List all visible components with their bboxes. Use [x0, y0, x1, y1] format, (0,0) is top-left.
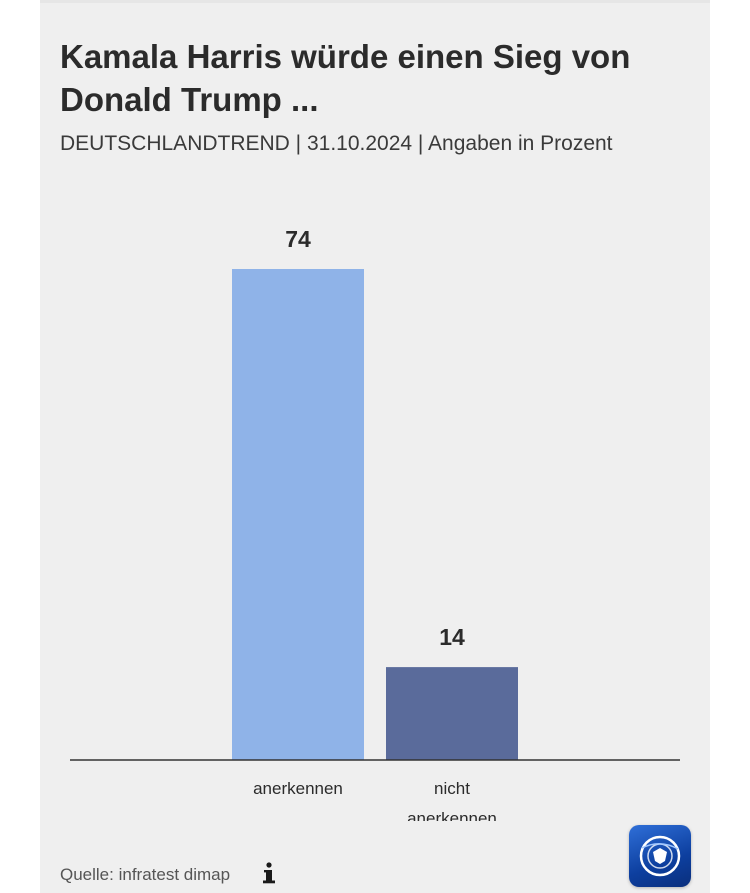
bar-value-label: 74 [285, 226, 311, 252]
tagesschau-logo [629, 825, 691, 887]
info-icon[interactable] [258, 861, 280, 885]
category-label: anerkennen [253, 779, 343, 798]
bar-value-label: 14 [439, 624, 465, 650]
bar-chart: 74 anerkennen 14 nicht anerkennen [40, 226, 710, 857]
category-label: nicht anerkennen [407, 779, 497, 828]
bar-1 [232, 269, 364, 760]
label-clip [40, 821, 710, 857]
bar-2 [386, 667, 518, 760]
card-top-edge [40, 0, 710, 3]
source-note: Quelle: infratest dimap [60, 865, 231, 884]
chart-card: Kamala Harris würde einen Sieg von Donal… [40, 3, 710, 893]
chart-title: Kamala Harris würde einen Sieg von Donal… [60, 38, 631, 118]
chart-subtitle: DEUTSCHLANDTREND | 31.10.2024 | Angaben … [60, 132, 613, 155]
